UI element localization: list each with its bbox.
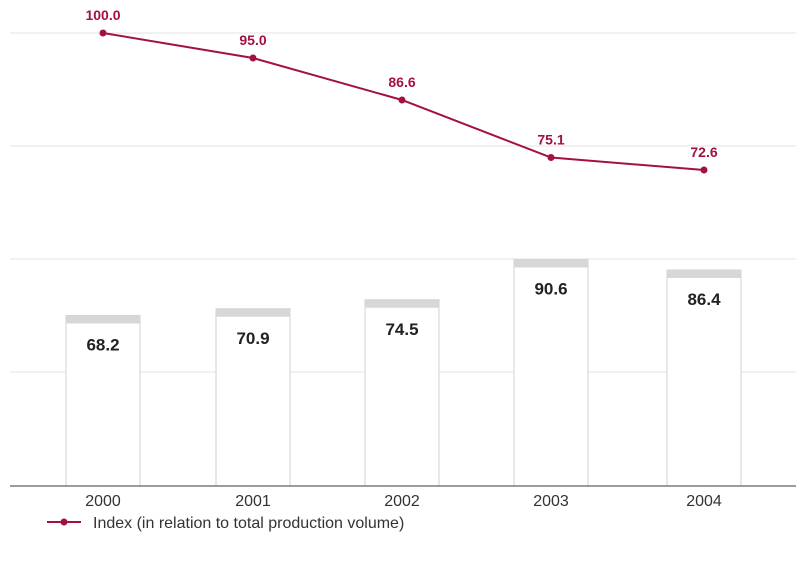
bar-series: 68.2 70.9 74.5 90.6 86.4 xyxy=(65,259,742,487)
bar xyxy=(513,259,589,487)
x-tick-label: 2002 xyxy=(384,493,420,510)
x-tick-label: 2003 xyxy=(533,493,569,510)
index-value-label: 100.0 xyxy=(85,7,120,23)
index-value-label: 75.1 xyxy=(537,132,564,148)
bar xyxy=(364,299,440,487)
bar-value-label: 74.5 xyxy=(385,320,418,339)
index-point xyxy=(249,54,257,62)
legend-marker-swatch xyxy=(60,518,68,526)
index-point xyxy=(398,96,406,104)
bar-value-label: 70.9 xyxy=(236,329,269,348)
index-value-label: 86.6 xyxy=(388,74,415,90)
bar-cap xyxy=(66,315,140,324)
x-axis-ticks: 2000 2001 2002 2003 2004 xyxy=(85,493,722,510)
x-tick-label: 2001 xyxy=(235,493,271,510)
legend: Index (in relation to total production v… xyxy=(47,515,404,532)
x-tick-label: 2004 xyxy=(686,493,722,510)
bar-cap xyxy=(365,299,439,308)
index-value-label: 95.0 xyxy=(239,32,266,48)
index-point xyxy=(547,154,555,161)
bar xyxy=(666,269,742,487)
bar-value-label: 68.2 xyxy=(86,336,119,355)
index-value-label: 72.6 xyxy=(690,144,717,160)
legend-label: Index (in relation to total production v… xyxy=(93,515,404,532)
x-tick-label: 2000 xyxy=(85,493,121,510)
bar xyxy=(65,315,141,487)
index-line-series: 100.0 95.0 86.6 75.1 72.6 xyxy=(85,7,718,174)
bar-value-label: 86.4 xyxy=(687,290,721,309)
bar-cap xyxy=(667,270,741,278)
index-point xyxy=(99,29,107,37)
bar-cap xyxy=(216,308,290,317)
bar-value-label: 90.6 xyxy=(534,280,567,299)
bar-cap xyxy=(514,259,588,268)
index-point xyxy=(700,166,708,174)
